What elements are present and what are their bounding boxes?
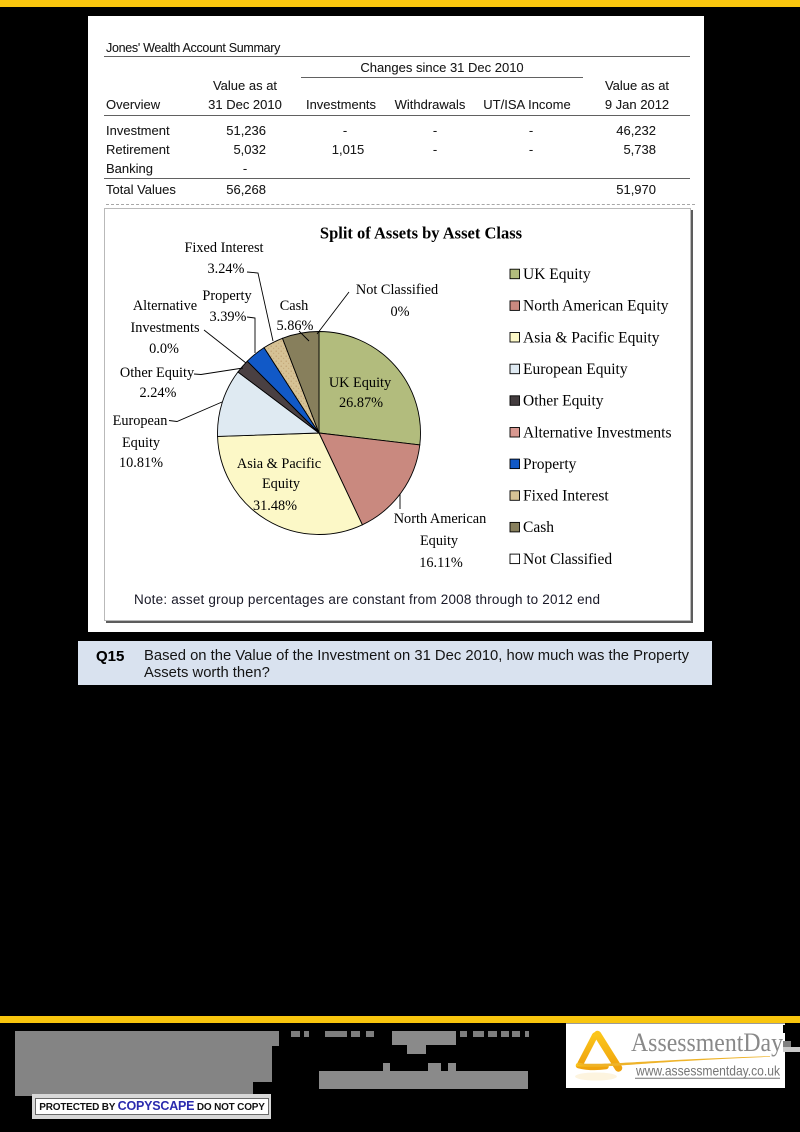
svg-text:Alternative Investments: Alternative Investments [523,424,672,441]
svg-text:3.39%: 3.39% [210,309,247,325]
svg-text:16.11%: 16.11% [419,555,463,571]
svg-text:European Equity: European Equity [523,361,628,378]
svg-text:Cash: Cash [280,298,309,314]
svg-text:Property: Property [523,456,577,473]
svg-text:www.assessmentday.co.uk: www.assessmentday.co.uk [635,1063,781,1079]
svg-text:2.24%: 2.24% [140,385,177,401]
svg-text:Alternative: Alternative [133,298,197,314]
svg-text:North American: North American [394,511,487,527]
svg-text:Asia & Pacific Equity: Asia & Pacific Equity [523,329,660,346]
svg-text:Not Classified: Not Classified [523,551,612,568]
svg-text:Other Equity: Other Equity [120,365,195,381]
svg-text:UK Equity: UK Equity [329,375,392,391]
svg-text:Asia & Pacific: Asia & Pacific [237,456,321,472]
svg-text:26.87%: 26.87% [339,395,383,411]
svg-text:0.0%: 0.0% [149,341,179,357]
svg-text:European: European [113,413,168,429]
svg-text:Equity: Equity [420,533,459,549]
svg-text:Equity: Equity [262,476,301,492]
svg-text:Other Equity: Other Equity [523,393,604,410]
svg-text:AssessmentDay: AssessmentDay [631,1028,783,1057]
svg-text:5.86%: 5.86% [277,318,314,334]
svg-text:North American Equity: North American Equity [523,298,669,315]
svg-text:31.48%: 31.48% [253,498,297,514]
svg-text:Equity: Equity [122,435,161,451]
svg-text:Fixed Interest: Fixed Interest [184,240,263,256]
svg-text:Property: Property [202,288,252,304]
svg-text:UK Equity: UK Equity [523,266,591,283]
svg-text:0%: 0% [390,304,409,320]
svg-text:10.81%: 10.81% [119,455,163,471]
svg-text:Note: asset group percentages: Note: asset group percentages are consta… [134,592,600,607]
svg-text:Investments: Investments [130,320,200,336]
svg-text:Not Classified: Not Classified [356,282,438,298]
svg-text:3.24%: 3.24% [208,261,245,277]
svg-text:Fixed Interest: Fixed Interest [523,488,609,505]
svg-text:Cash: Cash [523,519,554,536]
svg-text:Split of Assets by Asset Class: Split of Assets by Asset Class [320,224,523,243]
